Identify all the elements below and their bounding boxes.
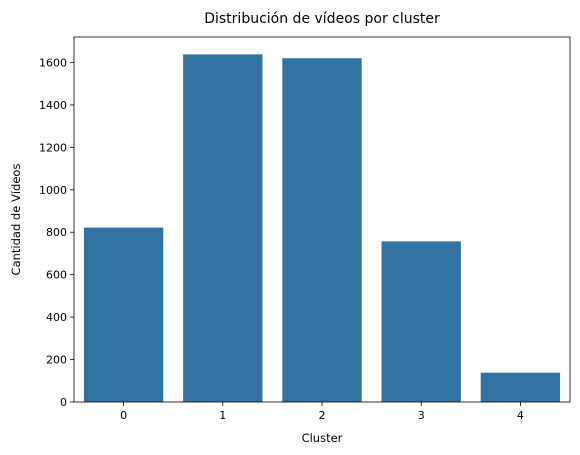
- y-tick-label: 800: [46, 226, 67, 239]
- x-tick-label: 2: [319, 409, 326, 422]
- y-tick-label: 1400: [39, 99, 67, 112]
- x-axis-label: Cluster: [302, 431, 343, 445]
- bar-3: [381, 241, 461, 402]
- y-axis-label: Cantidad de Vídeos: [9, 164, 23, 276]
- y-tick-label: 400: [46, 311, 67, 324]
- y-axis: 0 200 400 600 800 1000 1200 1400 1600: [39, 56, 74, 409]
- y-tick-label: 600: [46, 269, 67, 282]
- bar-1: [183, 54, 263, 403]
- y-tick-label: 1200: [39, 141, 67, 154]
- plot-frame: [73, 36, 571, 403]
- x-tick-label: 4: [517, 409, 524, 422]
- y-tick-label: 1000: [39, 184, 67, 197]
- bar-0: [83, 227, 164, 402]
- x-tick-label: 3: [418, 409, 425, 422]
- bar-4: [480, 372, 561, 402]
- x-axis: 0 1 2 3 4: [120, 402, 524, 422]
- chart-title: Distribución de vídeos por cluster: [204, 11, 440, 27]
- bar-2: [282, 58, 362, 402]
- x-tick-label: 0: [120, 409, 127, 422]
- y-tick-label: 1600: [39, 56, 67, 69]
- y-tick-label: 0: [60, 396, 67, 409]
- bars-group: [83, 54, 561, 403]
- x-tick-label: 1: [219, 409, 226, 422]
- y-tick-label: 200: [46, 354, 67, 367]
